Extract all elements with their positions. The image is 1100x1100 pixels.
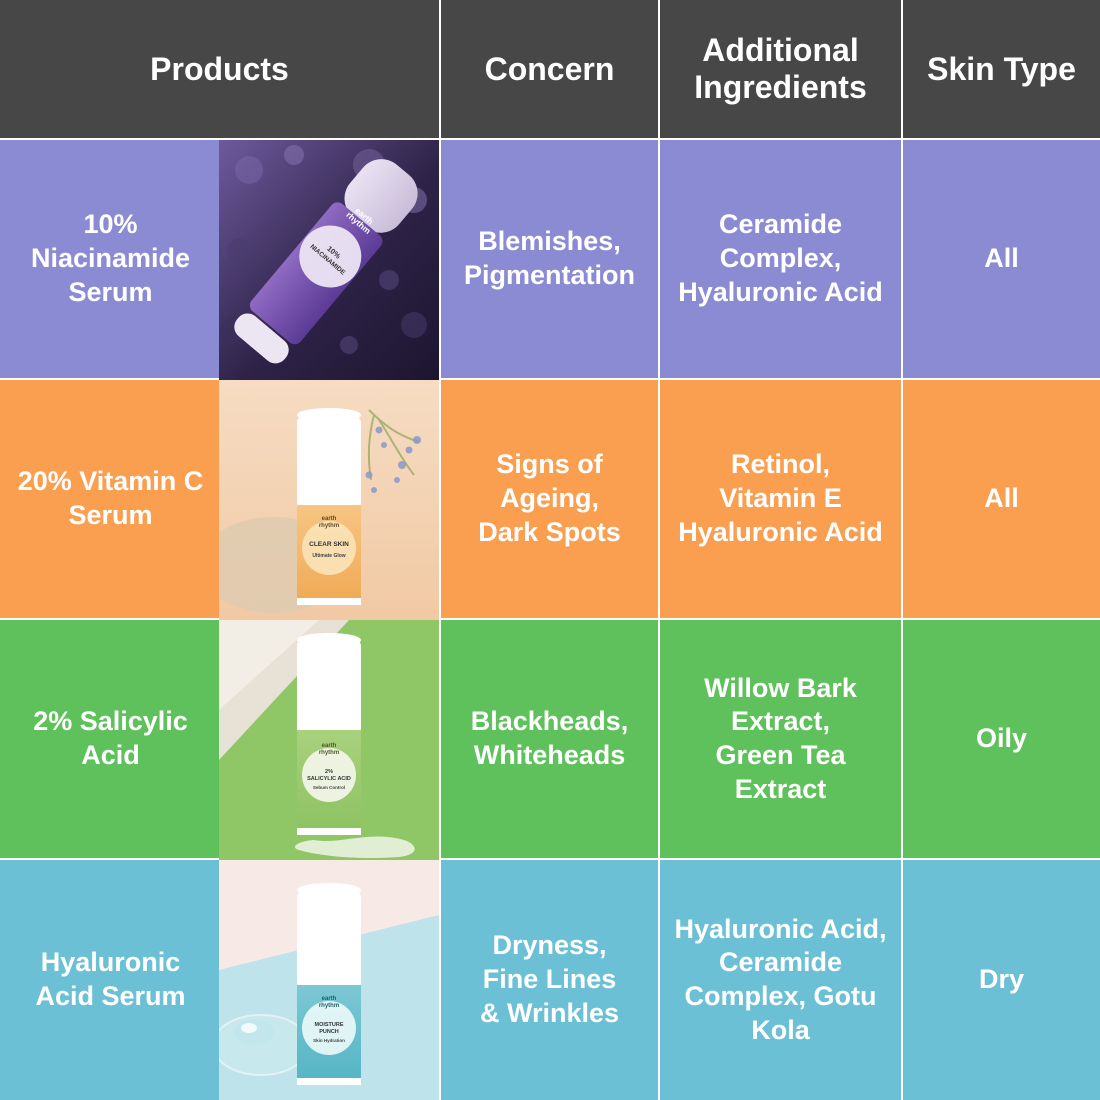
svg-text:CLEAR SKIN: CLEAR SKIN (309, 541, 349, 548)
svg-text:Ultimate Glow: Ultimate Glow (312, 553, 345, 559)
svg-text:earth: earth (322, 743, 337, 749)
svg-text:rhythm: rhythm (319, 1003, 339, 1009)
svg-text:rhythm: rhythm (319, 750, 339, 756)
svg-text:rhythm: rhythm (319, 523, 339, 529)
svg-text:earth: earth (322, 996, 337, 1002)
svg-text:SALICYLIC ACID: SALICYLIC ACID (307, 776, 351, 782)
svg-text:Skin Hydration: Skin Hydration (313, 1038, 345, 1043)
svg-text:earth: earth (322, 516, 337, 522)
svg-text:2%: 2% (325, 769, 333, 775)
svg-text:PUNCH: PUNCH (319, 1029, 339, 1035)
svg-text:MOISTURE: MOISTURE (314, 1022, 343, 1028)
svg-text:Sebum Control: Sebum Control (313, 785, 345, 790)
